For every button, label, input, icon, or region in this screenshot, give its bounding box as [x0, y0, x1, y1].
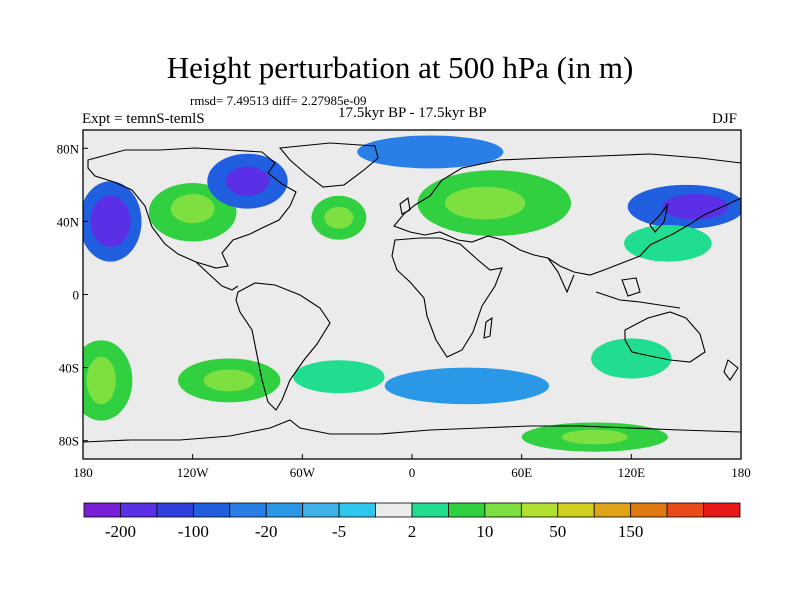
coast-eurasia — [393, 153, 741, 276]
colorbar-label-7: 150 — [618, 522, 644, 541]
field-region-9 — [444, 186, 526, 220]
colorbar-label-2: -20 — [255, 522, 278, 541]
coast-greenland — [278, 142, 379, 188]
coast-madagascar — [483, 316, 493, 339]
colorbar-swatch-8 — [375, 502, 413, 518]
field-region-15 — [86, 356, 116, 405]
colorbar-swatch-3 — [192, 502, 231, 518]
field-region-18 — [293, 360, 385, 394]
coast-central-america — [195, 261, 239, 291]
experiment-label: Expt = temnS-temlS — [82, 111, 205, 127]
colorbar-label-1: -100 — [178, 522, 209, 541]
y-tick-label-4: 80S — [59, 434, 79, 449]
colorbar-label-3: -5 — [332, 522, 346, 541]
coast-new-zealand — [723, 359, 739, 381]
x-tick-label-4: 60E — [511, 465, 532, 480]
colorbar-swatch-2 — [156, 502, 194, 518]
coast-australia — [624, 311, 706, 363]
field-region-10 — [357, 135, 504, 169]
colorbar-label-5: 10 — [476, 522, 493, 541]
colorbar-swatch-7 — [338, 502, 376, 518]
period-label: 17.5kyr BP - 17.5kyr BP — [338, 105, 487, 121]
colorbar-swatch-16 — [666, 502, 704, 518]
field-region-19 — [384, 367, 550, 405]
x-tick-label-1: 120W — [177, 465, 210, 480]
colorbar-swatch-0 — [83, 502, 121, 518]
colorbar-label-6: 50 — [549, 522, 566, 541]
colorbar-swatch-9 — [411, 502, 449, 518]
map-axes: 180 120W 60W 0 60E 120E 180 80N 40N 0 40S 80S — [57, 141, 751, 480]
season-label: DJF — [712, 111, 738, 127]
y-tick-label-0: 80N — [57, 141, 80, 156]
field-region-13 — [624, 225, 712, 262]
map-background — [83, 130, 741, 459]
x-tick-label-2: 60W — [290, 465, 316, 480]
coast-india — [547, 257, 575, 294]
colorbar-swatch-4 — [229, 502, 267, 518]
colorbar: -200 -100 -20 -5 2 10 50 150 — [83, 502, 741, 541]
map-title: Height perturbation at 500 hPa (in m) — [166, 50, 634, 85]
colorbar-swatch-11 — [484, 502, 522, 518]
coast-indonesia — [595, 291, 681, 309]
y-tick-label-1: 40N — [57, 214, 80, 229]
colorbar-swatch-5 — [265, 502, 304, 518]
x-tick-label-0: 180 — [73, 465, 93, 480]
colorbar-swatch-17 — [703, 502, 741, 518]
colorbar-swatch-10 — [448, 502, 486, 518]
coast-south-america — [235, 282, 331, 411]
field-region-7 — [324, 206, 354, 229]
x-tick-label-6: 180 — [731, 465, 751, 480]
coast-africa — [391, 237, 503, 358]
contour-fields — [83, 135, 741, 452]
field-region-20 — [591, 338, 672, 379]
y-tick-label-2: 0 — [73, 288, 80, 303]
coast-antarctica — [83, 419, 741, 443]
colorbar-swatch-6 — [302, 502, 340, 518]
field-region-5 — [225, 166, 270, 196]
field-region-3 — [170, 193, 215, 224]
colorbar-swatch-12 — [520, 502, 559, 518]
colorbar-swatch-1 — [120, 502, 158, 518]
coast-north-america — [87, 147, 297, 269]
coast-japan — [649, 203, 669, 233]
colorbar-label-4: 2 — [408, 522, 417, 541]
colorbar-swatch-13 — [557, 502, 595, 518]
coast-borneo — [621, 277, 641, 297]
field-region-22 — [561, 429, 628, 445]
colorbar-label-0: -200 — [105, 522, 136, 541]
field-region-17 — [203, 369, 255, 392]
coast-uk — [399, 197, 411, 215]
y-tick-label-3: 40S — [59, 361, 79, 376]
coastlines — [83, 142, 741, 443]
x-tick-label-3: 0 — [409, 465, 416, 480]
field-region-1 — [90, 195, 131, 247]
field-region-12 — [662, 193, 729, 220]
colorbar-swatch-15 — [630, 502, 668, 518]
colorbar-swatch-14 — [593, 502, 632, 518]
x-tick-label-5: 120E — [618, 465, 646, 480]
stats-label: rmsd= 7.49513 diff= 2.27985e-09 — [190, 93, 367, 108]
